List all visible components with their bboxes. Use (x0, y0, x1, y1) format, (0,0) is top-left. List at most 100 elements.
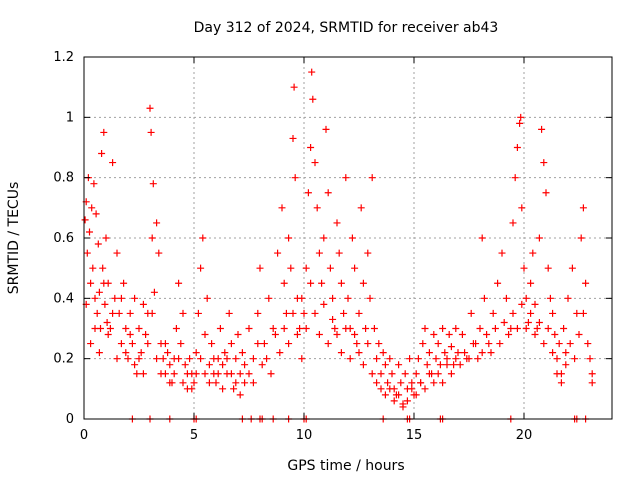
data-point (122, 349, 130, 357)
data-point (221, 349, 229, 357)
data-point (531, 331, 539, 339)
y-tick-label: 1 (66, 110, 74, 125)
data-points (81, 68, 596, 423)
data-point (241, 361, 249, 369)
data-point (579, 309, 587, 317)
data-point (430, 379, 438, 387)
data-point (172, 325, 180, 332)
data-point (333, 331, 341, 339)
data-point (175, 279, 183, 287)
data-point (469, 340, 477, 348)
data-point (373, 379, 381, 387)
data-point (324, 340, 332, 348)
data-point (308, 68, 316, 76)
data-point (496, 340, 504, 348)
x-tick-label: 15 (406, 428, 423, 443)
data-point (258, 361, 266, 369)
data-point (201, 370, 209, 378)
data-point (88, 204, 96, 212)
y-axis: 0 0.2 0.4 0.6 0.8 1 1.2 (53, 50, 612, 427)
data-point (430, 331, 438, 339)
x-axis-title: GPS time / hours (287, 458, 404, 474)
data-point (370, 325, 378, 332)
data-point (555, 340, 563, 348)
data-point (87, 340, 95, 348)
data-point (322, 125, 330, 133)
data-point (117, 340, 125, 348)
data-point (265, 294, 273, 302)
data-point (87, 279, 95, 287)
data-point (531, 300, 539, 308)
data-point (571, 355, 579, 363)
data-point (137, 349, 145, 357)
data-point (249, 355, 257, 363)
data-point (315, 249, 323, 257)
data-point (203, 294, 211, 302)
data-point (337, 349, 345, 357)
data-point (99, 264, 107, 272)
data-point (560, 325, 568, 332)
data-point (588, 379, 596, 387)
data-point (100, 128, 108, 136)
data-point (104, 331, 112, 339)
data-point (386, 355, 394, 363)
data-point (271, 331, 279, 339)
data-point (300, 309, 308, 317)
data-point (320, 300, 328, 308)
data-point (309, 95, 317, 103)
data-point (333, 219, 341, 227)
data-point (432, 355, 440, 363)
data-point (368, 370, 376, 378)
data-point (142, 331, 150, 339)
data-point (83, 249, 91, 257)
data-point (177, 340, 185, 348)
data-point (290, 83, 298, 91)
data-point (298, 294, 306, 302)
data-point (381, 361, 389, 369)
data-point (573, 309, 581, 317)
data-point (81, 216, 89, 224)
data-point (199, 234, 207, 242)
data-point (359, 279, 367, 287)
data-point (227, 340, 235, 348)
data-point (122, 325, 130, 332)
data-point (425, 370, 433, 378)
data-point (542, 189, 550, 197)
data-point (164, 349, 172, 357)
data-point (236, 370, 244, 378)
data-point (318, 279, 326, 287)
data-point (502, 294, 510, 302)
data-point (157, 370, 165, 378)
data-point (133, 370, 141, 378)
data-point (443, 355, 451, 363)
data-point (419, 340, 427, 348)
data-point (368, 174, 376, 182)
data-point (553, 370, 561, 378)
data-point (362, 325, 370, 332)
data-point (254, 340, 262, 348)
data-point (546, 294, 554, 302)
data-point (285, 340, 293, 348)
data-point (408, 379, 416, 387)
data-point (562, 361, 570, 369)
data-point (500, 318, 508, 326)
data-point (489, 309, 497, 317)
data-point (230, 385, 238, 393)
data-point (307, 279, 315, 287)
data-point (353, 340, 361, 348)
data-point (190, 379, 198, 387)
data-point (280, 279, 288, 287)
data-point (551, 331, 559, 339)
data-point (417, 379, 425, 387)
data-point (544, 264, 552, 272)
data-point (150, 288, 158, 296)
data-point (260, 340, 268, 348)
data-point (467, 309, 475, 317)
data-point (518, 300, 526, 308)
data-point (166, 379, 174, 387)
data-point (236, 391, 244, 399)
data-point (401, 370, 409, 378)
data-point (315, 331, 323, 339)
data-point (113, 249, 121, 257)
x-axis: 0 5 10 15 20 (80, 57, 532, 443)
